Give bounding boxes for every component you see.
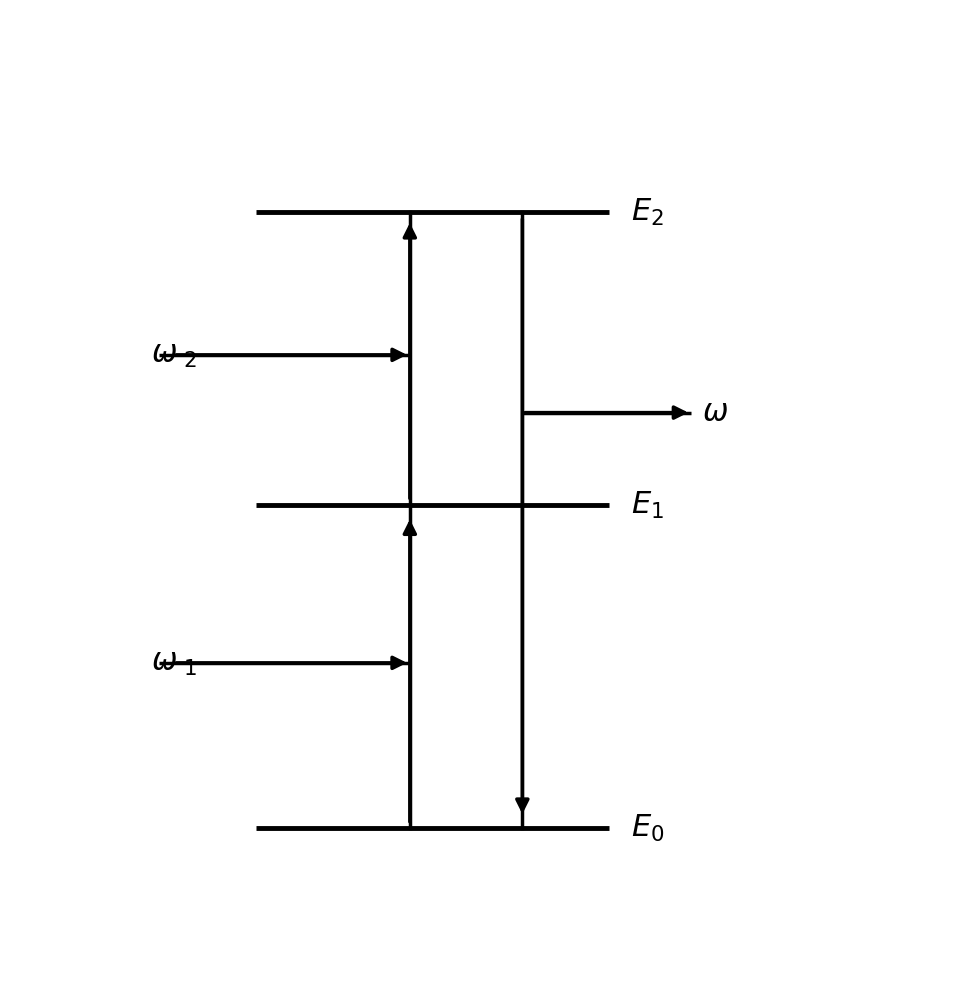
Text: $\omega$$_{\ 2}$: $\omega$$_{\ 2}$ — [151, 339, 197, 370]
Text: $E_0$: $E_0$ — [631, 813, 664, 844]
Text: $\omega$: $\omega$ — [703, 397, 729, 428]
Text: $E_2$: $E_2$ — [631, 197, 664, 228]
Text: $\omega$$_{\ 1}$: $\omega$$_{\ 1}$ — [151, 647, 197, 678]
Text: $E_1$: $E_1$ — [631, 489, 664, 521]
